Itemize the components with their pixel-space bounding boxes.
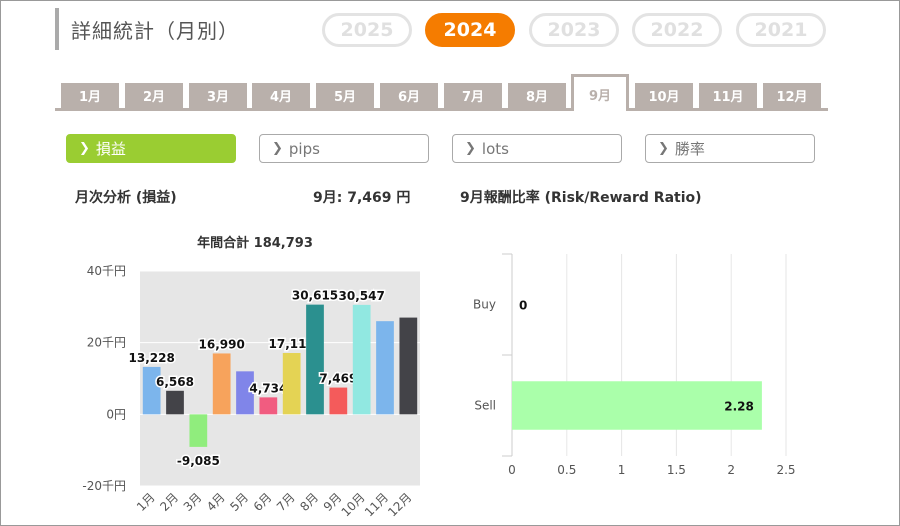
bar-2 (166, 390, 184, 415)
x-tick-label: 7月 (274, 490, 298, 514)
chart-title: 年間合計 184,793 (197, 235, 313, 251)
x-tick-label: 2月 (157, 490, 181, 514)
month-tab-6[interactable]: 6月 (380, 83, 438, 108)
x-tick-label: 12月 (385, 490, 414, 519)
metric-label: lots (481, 139, 509, 158)
bar-1 (142, 366, 161, 415)
data-label: 2.28 (724, 400, 754, 414)
plot-background (140, 271, 420, 486)
bar-5 (236, 371, 254, 415)
y-category-label: Sell (474, 399, 496, 413)
month-tabs-baseline (55, 108, 828, 111)
metric-button-lots[interactable]: ❯ lots (452, 134, 622, 163)
data-label: 30,547 (339, 289, 385, 303)
x-tick-label: 10月 (339, 490, 368, 519)
risk-reward-chart: 0 0.5 1 1.5 2 2.5 Buy 0 Sell 2.28 (473, 253, 796, 477)
metric-button-pnl[interactable]: ❯ 損益 (66, 134, 236, 163)
y-tick-label: 40千円 (87, 264, 126, 278)
data-label: 16,990 (199, 337, 245, 351)
bar-4 (212, 353, 231, 415)
metric-label: 勝率 (674, 140, 705, 158)
x-tick-label: 3月 (181, 490, 205, 514)
x-tick-label: 2.5 (776, 463, 795, 477)
data-label: 17,111 (269, 337, 315, 351)
month-tab-2[interactable]: 2月 (125, 83, 183, 108)
chevron-right-icon: ❯ (658, 141, 669, 156)
bar-10 (352, 304, 371, 415)
bar-sell (512, 381, 762, 430)
data-label: -9,085 (177, 454, 220, 468)
x-tick-label: 5月 (227, 490, 251, 514)
x-tick-label: 1.5 (667, 463, 686, 477)
page-title: 詳細統計（月別） (55, 8, 239, 50)
x-tick-label: 1月 (134, 490, 158, 514)
bar-8 (306, 304, 324, 415)
metric-button-pips[interactable]: ❯ pips (259, 134, 429, 163)
chevron-right-icon: ❯ (465, 141, 476, 156)
monthly-pnl-chart: 40千円 20千円 0円 -20千円 年間合計 184,793 13,228 1月 6,568… (82, 235, 420, 519)
month-tab-5[interactable]: 5月 (316, 83, 374, 108)
bar-7 (282, 353, 301, 415)
monthly-analysis-label: 月次分析 (損益) (75, 190, 177, 206)
y-tick-label: 20千円 (87, 336, 126, 350)
bar-9 (329, 387, 348, 415)
month-tab-3[interactable]: 3月 (189, 83, 247, 108)
rr-title: 9月報酬比率 (Risk/Reward Ratio) (460, 190, 702, 206)
month-tab-11[interactable]: 11月 (699, 83, 757, 108)
data-label: 13,228 (129, 351, 175, 365)
bar-12 (399, 317, 418, 415)
data-label: 0 (519, 299, 527, 313)
data-label: 4,734 (249, 381, 287, 395)
x-tick-label: 4月 (204, 490, 228, 514)
x-tick-label: 2 (727, 463, 735, 477)
selected-month-value: 9月: 7,469 円 (313, 190, 411, 206)
year-tab-2025[interactable]: 2025 (322, 13, 412, 47)
data-label: 30,615 (292, 289, 338, 303)
x-tick-label: 0.5 (557, 463, 576, 477)
data-label: 7,469 (319, 372, 357, 386)
bar-11 (376, 321, 394, 415)
year-tab-2021[interactable]: 2021 (736, 13, 826, 47)
page-title-text: 詳細統計（月別） (71, 18, 239, 43)
x-tick-label: 11月 (362, 490, 391, 519)
month-tab-1[interactable]: 1月 (61, 83, 119, 108)
chevron-right-icon: ❯ (79, 141, 90, 156)
month-tab-8[interactable]: 8月 (508, 83, 566, 108)
y-tick-label: 0円 (106, 407, 126, 421)
year-tab-2023[interactable]: 2023 (529, 13, 619, 47)
month-tab-10[interactable]: 10月 (635, 83, 693, 108)
month-tab-9[interactable]: 9月 (571, 74, 629, 111)
metric-button-winrate[interactable]: ❯ 勝率 (645, 134, 815, 163)
metric-label: 損益 (95, 140, 126, 158)
y-category-label: Buy (473, 298, 496, 312)
x-tick-label: 8月 (297, 490, 321, 514)
chevron-right-icon: ❯ (272, 141, 283, 156)
y-tick-label: -20千円 (82, 479, 126, 493)
year-tab-2024[interactable]: 2024 (425, 13, 515, 47)
month-tab-7[interactable]: 7月 (444, 83, 502, 108)
x-tick-label: 6月 (251, 490, 275, 514)
bar-6 (259, 397, 278, 415)
x-tick-label: 1 (618, 463, 626, 477)
year-tab-2022[interactable]: 2022 (632, 13, 722, 47)
x-tick-label: 0 (508, 463, 516, 477)
month-tab-12[interactable]: 12月 (763, 83, 821, 108)
bar-3 (189, 414, 208, 447)
metric-label: pips (288, 139, 320, 158)
data-label: 6,568 (156, 375, 194, 389)
month-tab-4[interactable]: 4月 (252, 83, 310, 108)
